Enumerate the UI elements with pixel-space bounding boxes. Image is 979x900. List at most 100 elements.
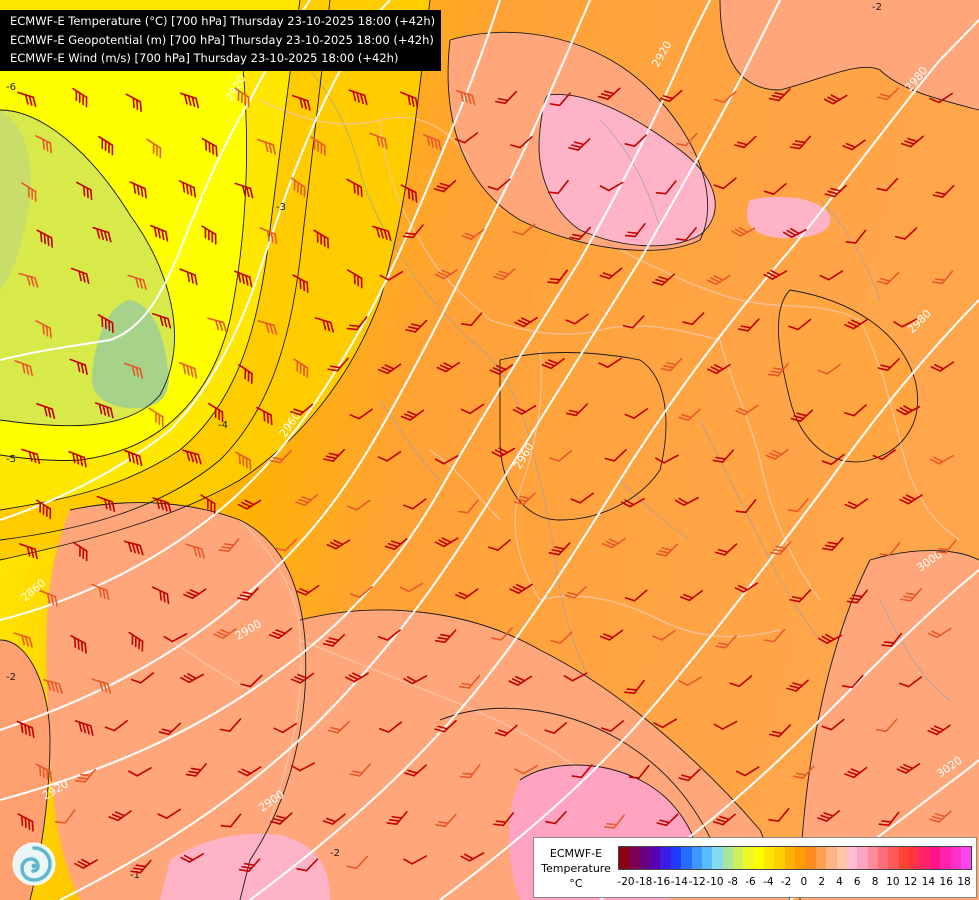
- legend-color-swatch: [743, 847, 754, 869]
- wind-barb-icon: [932, 270, 954, 285]
- wind-barb-icon: [349, 408, 373, 420]
- wind-barb-icon: [461, 228, 485, 240]
- legend-tick-label: -14: [670, 876, 688, 888]
- wind-barb-icon: [35, 763, 53, 782]
- legend-tick-label: 14: [921, 876, 936, 888]
- temperature-labels: -3 -4 -5 -6 -2 -1 -2 -2: [6, 2, 882, 881]
- isoline-label: -5: [6, 454, 16, 465]
- yellow-green-left-edge: [0, 110, 31, 290]
- wind-barb-icon: [564, 586, 587, 599]
- wind-barb-icon: [603, 814, 625, 829]
- wind-barb-icon: [400, 409, 425, 421]
- wind-barb-icon: [423, 134, 442, 151]
- legend-tick-label: 8: [871, 876, 879, 888]
- wind-barb-icon: [257, 320, 278, 336]
- wind-barb-icon: [378, 721, 403, 733]
- legend-color-swatch: [784, 847, 796, 869]
- wind-barb-icon: [881, 632, 903, 647]
- wind-barb-icon: [763, 183, 787, 195]
- wind-barb-icon: [386, 811, 408, 825]
- wind-barb-icon: [929, 454, 954, 465]
- wind-barb-icon: [13, 632, 33, 648]
- orange-region-east: [778, 290, 918, 462]
- legend-color-swatch: [691, 847, 702, 869]
- wind-barb-icon: [179, 268, 198, 286]
- wind-barb-icon: [327, 357, 349, 372]
- wind-barb-icon: [123, 449, 143, 467]
- legend-tick-label: 6: [853, 876, 861, 888]
- wind-barb-icon: [512, 223, 536, 236]
- wind-barb-icon: [290, 403, 314, 416]
- wind-barb-icon: [21, 182, 37, 202]
- wind-barb-icon: [405, 319, 428, 333]
- wind-barb-icon: [72, 541, 88, 562]
- wind-barb-icon: [872, 449, 896, 461]
- wind-barb-icon: [597, 87, 621, 100]
- wind-barb-icon: [624, 408, 648, 419]
- title-geopotential: ECMWF-E Geopotential (m) [700 hPa] Thurs…: [10, 32, 434, 47]
- wind-barb-icon: [290, 177, 306, 198]
- legend-tick-label: -2: [780, 876, 792, 888]
- wind-barb-icon: [454, 132, 479, 144]
- wind-barb-icon: [930, 361, 955, 372]
- wind-barb-icon: [349, 763, 372, 777]
- wind-barb-icon: [256, 406, 273, 426]
- wind-barb-icon: [131, 672, 155, 684]
- legend-color-swatch: [753, 847, 765, 869]
- wind-barb-icon: [652, 629, 676, 641]
- wind-barb-icon: [234, 87, 250, 108]
- wind-barb-icon: [237, 766, 262, 777]
- legend-tick-label: 4: [836, 876, 843, 888]
- wind-barb-icon: [128, 631, 144, 652]
- wind-barb-icon: [273, 722, 298, 734]
- wind-barb-icon: [17, 813, 34, 832]
- wind-barb-icon: [844, 498, 868, 510]
- legend-color-swatch: [722, 847, 733, 869]
- wind-barb-icon: [346, 269, 363, 289]
- wind-barb-icon: [259, 227, 278, 245]
- wind-barb-icon: [157, 808, 181, 819]
- wind-barb-icon: [547, 269, 568, 284]
- isoline-label: -2: [6, 672, 16, 683]
- wind-barb-icon: [220, 813, 242, 828]
- wind-barb-icon: [568, 138, 591, 151]
- wind-barb-icon: [548, 542, 571, 556]
- wind-barb-icon: [927, 627, 952, 639]
- wind-barb-icon: [563, 672, 588, 682]
- wind-barb-icon: [434, 629, 457, 644]
- wind-barb-icon: [707, 363, 731, 375]
- wind-barb-icon: [207, 402, 224, 423]
- wind-barb-icon: [571, 764, 593, 779]
- wind-barb-icon: [877, 87, 900, 101]
- wind-barb-icon: [127, 274, 147, 291]
- wind-barb-icon: [876, 177, 899, 192]
- wind-barb-icon: [345, 672, 369, 683]
- light-green-region: [91, 300, 169, 409]
- wind-barb-icon: [929, 92, 953, 104]
- wind-barb-icon: [178, 361, 198, 379]
- wind-barb-icon: [549, 92, 571, 107]
- wind-barb-icon: [108, 810, 132, 822]
- wind-barb-icon: [348, 89, 368, 106]
- legend-color-swatch: [877, 847, 889, 869]
- wind-barb-icon: [399, 582, 424, 593]
- wind-barb-icon: [898, 676, 923, 688]
- wind-barb-icon: [16, 720, 35, 738]
- wind-barb-icon: [235, 451, 252, 471]
- map-title-block: ECMWF-E Temperature (°C) [700 hPa] Thurs…: [0, 10, 442, 71]
- wind-barb-icon: [817, 363, 841, 375]
- wind-barb-icon: [565, 313, 589, 325]
- wind-barb-icon: [763, 269, 788, 280]
- wind-barb-icon: [896, 763, 921, 774]
- wind-barb-icon: [377, 451, 402, 462]
- legend-tick-label: 0: [800, 876, 808, 888]
- wind-barb-icon: [514, 764, 539, 775]
- wind-barb-icon: [150, 224, 169, 242]
- wind-barb-icon: [823, 94, 848, 105]
- wind-barb-icon: [679, 589, 703, 602]
- wind-barb-icon: [789, 135, 812, 150]
- legend-model: ECMWF-E: [549, 847, 603, 860]
- wind-barb-icon: [123, 540, 144, 556]
- isoline-label: -2: [872, 2, 882, 13]
